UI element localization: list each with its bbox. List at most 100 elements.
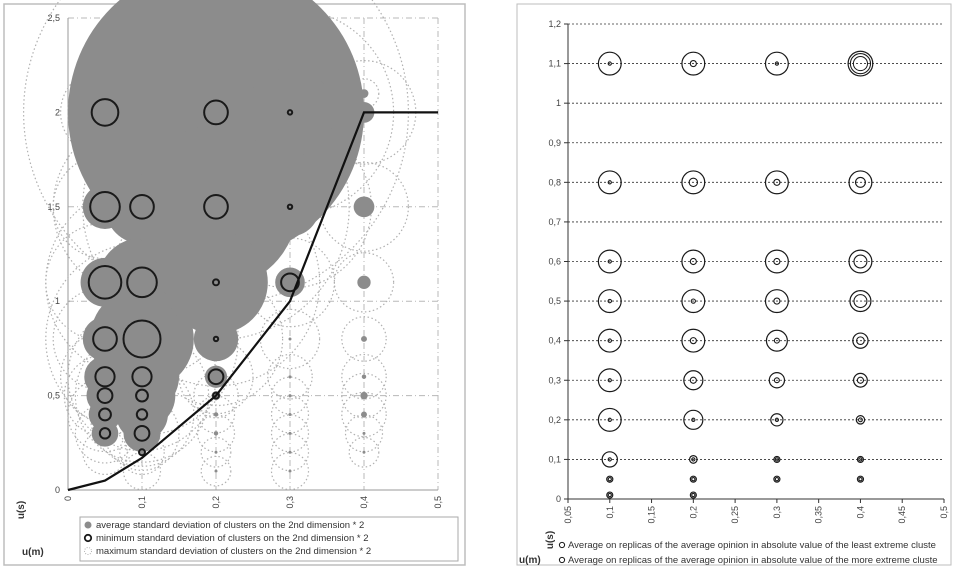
min-std-bubble <box>212 391 220 400</box>
avg-std-bubble <box>288 337 292 341</box>
y-tick-label: 0 <box>55 485 60 495</box>
max-std-bubble <box>82 429 128 476</box>
least-extreme-ring <box>853 294 868 309</box>
more-extreme-ring <box>764 51 789 76</box>
more-extreme-ring <box>764 170 789 195</box>
max-std-bubble <box>193 372 239 419</box>
avg-std-bubble <box>353 196 375 218</box>
y-tick-label: 0,1 <box>548 454 561 464</box>
legend-label: minimum standard deviation of clusters o… <box>96 533 368 544</box>
y-tick-label: 0,8 <box>548 177 561 187</box>
min-std-bubble <box>138 448 146 457</box>
avg-std-bubble <box>288 450 292 454</box>
y-tick-label: 0,2 <box>548 415 561 425</box>
y-tick-label: 0,5 <box>47 391 60 401</box>
least-extreme-ring <box>607 492 612 498</box>
least-extreme-ring <box>689 337 697 345</box>
min-std-bubble <box>92 326 118 352</box>
more-extreme-ring <box>848 170 873 195</box>
more-extreme-ring <box>688 455 698 464</box>
more-extreme-ring <box>770 413 784 427</box>
more-extreme-ring <box>601 451 618 468</box>
min-std-bubble <box>133 424 151 442</box>
least-extreme-ring <box>689 59 697 68</box>
least-extreme-ring <box>773 257 781 266</box>
x-tick-label: 0,5 <box>433 496 443 509</box>
least-extreme-ring <box>773 337 780 344</box>
right-chart-panel: 0 0,1 0,2 0,3 0,4 0,5 0,6 0,7 0,8 0,9 1 1,1 1,2 0,05 0… <box>515 0 953 569</box>
x-tick-label: 0,2 <box>211 496 221 509</box>
avg-std-bubble <box>134 125 298 289</box>
avg-std-bubble <box>362 450 366 454</box>
legend-avg-marker <box>84 521 92 529</box>
least-extreme-ring <box>858 477 863 482</box>
max-std-bubble <box>348 436 380 468</box>
avg-std-bubble <box>245 68 335 157</box>
legend-more-extreme-marker <box>558 556 566 564</box>
y-tick-label: 1,1 <box>548 59 561 69</box>
more-extreme-ring <box>597 170 622 195</box>
y-tick-label: 2 <box>55 107 60 117</box>
more-extreme-ring <box>683 409 704 430</box>
x-axis-label: u(m) <box>519 555 541 566</box>
avg-std-bubble <box>214 450 218 454</box>
avg-std-bubble <box>288 469 292 473</box>
more-extreme-ring <box>852 332 869 349</box>
max-std-bubble <box>270 452 310 491</box>
min-std-bubble <box>89 191 121 223</box>
least-extreme-ring <box>856 376 865 384</box>
least-extreme-ring <box>856 336 865 346</box>
min-std-bubble <box>94 366 116 388</box>
least-extreme-ring <box>854 176 866 188</box>
avg-std-bubble <box>288 375 292 379</box>
least-extreme-ring <box>858 457 863 462</box>
least-extreme-ring <box>691 477 696 482</box>
avg-std-bubble <box>361 411 367 418</box>
least-extreme-ring <box>853 254 868 269</box>
least-extreme-ring <box>857 417 863 423</box>
min-std-bubble <box>207 368 225 386</box>
avg-std-bubble <box>288 394 292 398</box>
more-extreme-ring <box>773 455 781 464</box>
min-std-bubble <box>122 319 162 359</box>
more-extreme-ring <box>597 328 622 353</box>
min-std-bubble <box>87 265 123 300</box>
more-extreme-ring <box>681 249 706 274</box>
least-extreme-ring <box>774 477 780 482</box>
x-tick-label: 0,45 <box>897 506 907 524</box>
least-extreme-ring <box>849 52 872 75</box>
least-extreme-ring <box>607 477 612 482</box>
avg-std-bubble <box>362 431 366 435</box>
chart-frame <box>516 3 952 566</box>
x-tick-label: 0,2 <box>688 506 698 519</box>
more-extreme-ring <box>768 372 786 389</box>
min-std-bubble <box>286 109 294 116</box>
x-tick-label: 0,05 <box>563 506 573 524</box>
least-extreme-ring <box>691 417 696 422</box>
more-extreme-ring <box>764 249 789 274</box>
least-extreme-ring <box>607 180 612 185</box>
legend-label: average standard deviation of clusters o… <box>96 520 364 531</box>
avg-std-bubble <box>123 414 161 452</box>
more-extreme-ring <box>764 289 789 314</box>
min-std-bubble <box>135 408 149 421</box>
left-chart: 0 0,5 1 1,5 2 2,5 0 0,1 0,2 0,3 0,4 0,5 u(s) u(m) aver… <box>3 0 466 566</box>
max-std-bubble <box>341 316 387 362</box>
max-std-bubble <box>200 455 232 487</box>
min-std-bubble <box>131 366 153 388</box>
x-tick-label: 0,4 <box>855 506 865 519</box>
x-axis-label: u(m) <box>22 547 44 558</box>
min-std-bubble <box>280 272 300 293</box>
min-std-bubble <box>212 278 220 287</box>
more-extreme-ring <box>849 290 872 313</box>
x-tick-label: 0,3 <box>772 506 782 519</box>
right-chart: 0 0,1 0,2 0,3 0,4 0,5 0,6 0,7 0,8 0,9 1 1,1 1,2 0,05 0… <box>516 3 952 566</box>
min-std-bubble <box>203 193 229 220</box>
more-extreme-ring <box>683 370 704 391</box>
least-extreme-ring <box>607 417 612 422</box>
x-tick-label: 0,4 <box>359 496 369 509</box>
legend-box <box>79 516 459 562</box>
max-std-bubble <box>267 353 313 400</box>
legend-label: Average on replicas of the average opini… <box>568 540 936 551</box>
avg-std-bubble <box>213 412 219 417</box>
